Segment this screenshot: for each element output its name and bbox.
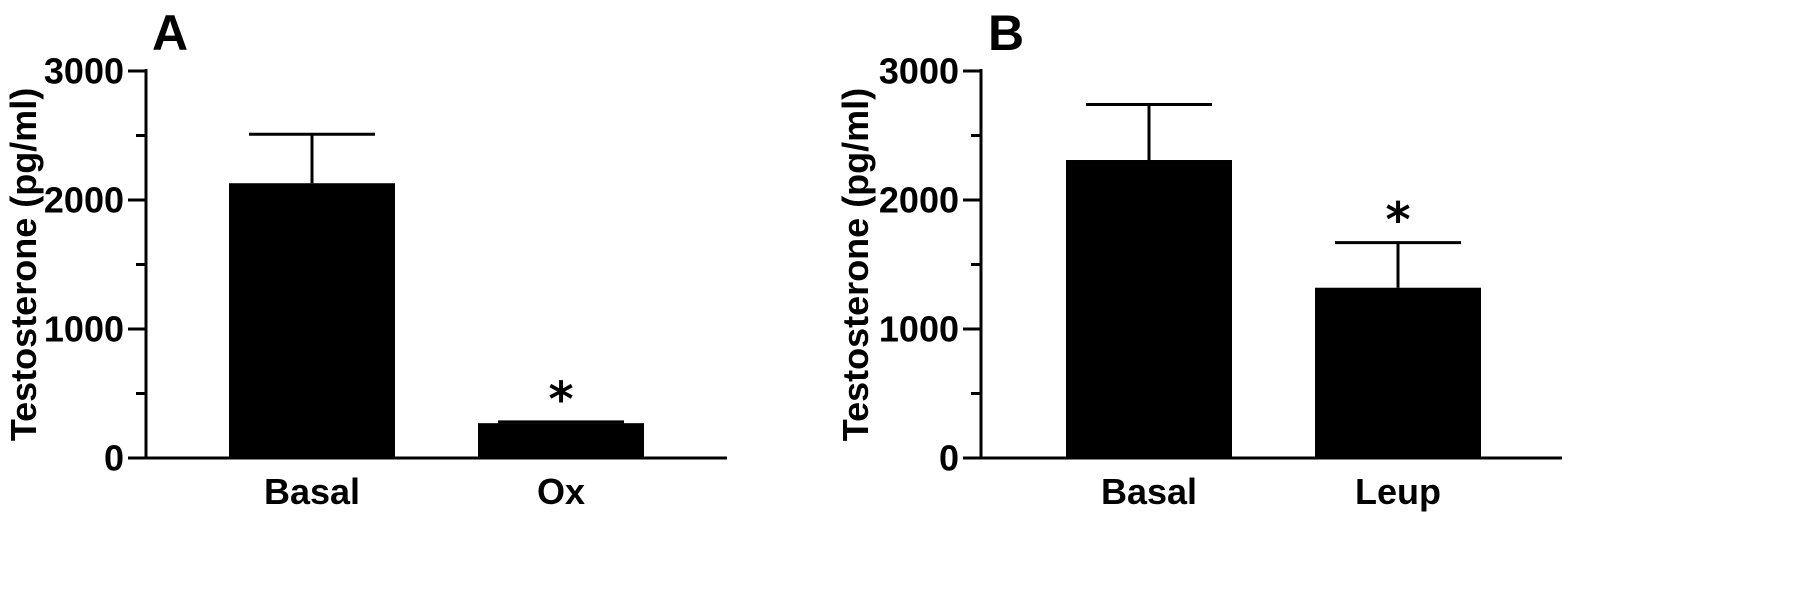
y-axis-title: Testosterone (pg/ml) (835, 88, 876, 441)
y-tick-label: 0 (104, 438, 124, 479)
y-tick-label: 0 (939, 438, 959, 479)
x-category-label: Basal (264, 471, 360, 512)
x-category-label: Basal (1101, 471, 1197, 512)
bar-basal (1066, 160, 1232, 458)
y-tick-label: 1000 (44, 309, 124, 350)
y-axis-title: Testosterone (pg/ml) (3, 88, 44, 441)
x-category-label: Ox (537, 471, 585, 512)
panel-label: A (152, 5, 188, 61)
y-tick-label: 2000 (44, 180, 124, 221)
x-category-label: Leup (1355, 471, 1441, 512)
panel-a: A Testosterone (pg/ml) * 0 1000 2000 3000 Basal… (3, 5, 727, 512)
bar-leup (1315, 287, 1481, 458)
y-tick-label: 3000 (879, 51, 959, 92)
y-tick-label: 2000 (879, 180, 959, 221)
y-tick-label: 3000 (44, 51, 124, 92)
significance-marker: * (548, 372, 573, 428)
panel-label: B (988, 5, 1024, 61)
bar-basal (229, 183, 395, 459)
y-tick-label: 1000 (879, 309, 959, 350)
panel-b: B Testosterone (pg/ml) * 0 1000 2000 3000 Basal… (835, 5, 1562, 512)
bar-ox (478, 423, 644, 458)
significance-marker: * (1385, 193, 1410, 249)
